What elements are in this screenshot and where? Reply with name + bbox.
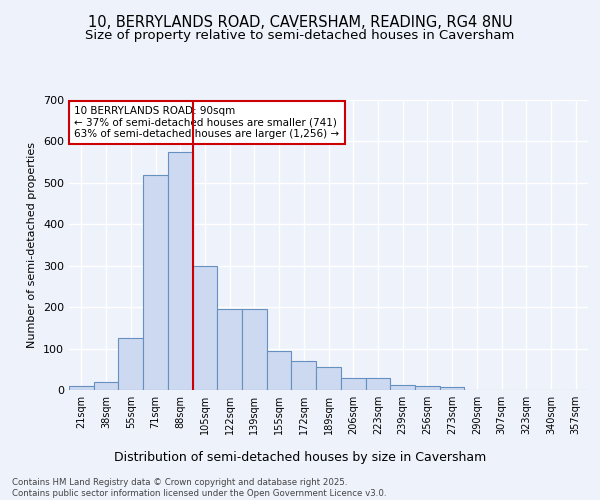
Y-axis label: Number of semi-detached properties: Number of semi-detached properties	[28, 142, 37, 348]
Text: Distribution of semi-detached houses by size in Caversham: Distribution of semi-detached houses by …	[114, 451, 486, 464]
Bar	[69, 386, 94, 390]
Bar	[168, 152, 193, 390]
Text: Contains HM Land Registry data © Crown copyright and database right 2025.
Contai: Contains HM Land Registry data © Crown c…	[12, 478, 386, 498]
Bar	[94, 382, 118, 390]
Text: 10 BERRYLANDS ROAD: 90sqm
← 37% of semi-detached houses are smaller (741)
63% of: 10 BERRYLANDS ROAD: 90sqm ← 37% of semi-…	[74, 106, 340, 139]
Bar	[242, 309, 267, 390]
Bar	[316, 367, 341, 390]
Bar	[292, 361, 316, 390]
Bar	[365, 378, 390, 390]
Bar	[390, 385, 415, 390]
Text: 10, BERRYLANDS ROAD, CAVERSHAM, READING, RG4 8NU: 10, BERRYLANDS ROAD, CAVERSHAM, READING,…	[88, 15, 512, 30]
Bar	[415, 386, 440, 390]
Bar	[217, 309, 242, 390]
Bar	[118, 338, 143, 390]
Bar	[341, 378, 365, 390]
Bar	[193, 266, 217, 390]
Bar	[143, 174, 168, 390]
Text: Size of property relative to semi-detached houses in Caversham: Size of property relative to semi-detach…	[85, 28, 515, 42]
Bar	[267, 350, 292, 390]
Bar	[440, 387, 464, 390]
